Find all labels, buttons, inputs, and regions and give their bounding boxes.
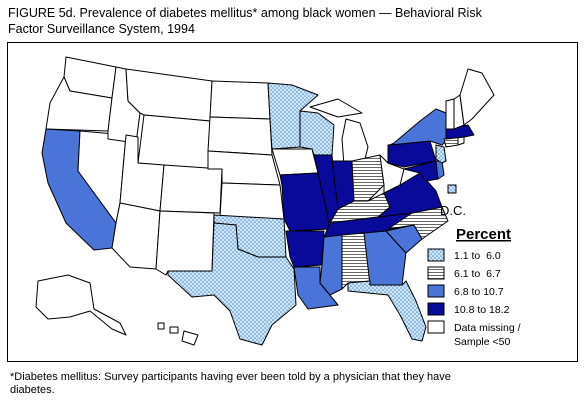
state-ND (209, 80, 271, 120)
legend-label-lines: 6.1 to 6.7 (454, 268, 501, 280)
state-RI (457, 136, 465, 146)
state-AK (35, 274, 127, 336)
state-SD (207, 116, 273, 156)
legend-label-light: 1.1 to 6.0 (454, 250, 501, 262)
map-frame: D.C. Percent 1.1 to 6.0 6.1 to 6.7 6.8 t… (7, 42, 578, 362)
state-VT (445, 98, 455, 130)
legend-title: Percent (456, 226, 511, 243)
footnote-line1: *Diabetes mellitus: Survey participants … (10, 371, 451, 383)
legend-item-light: 1.1 to 6.0 (427, 248, 501, 262)
legend-swatch-light (427, 248, 445, 262)
state-MI-up (309, 98, 363, 118)
state-MD (403, 160, 439, 182)
state-FL (347, 280, 427, 342)
legend-swatch-mid (427, 284, 445, 298)
legend-label-none-line1: Data missing / (454, 322, 521, 334)
state-NY (389, 108, 449, 146)
legend-item-mid: 6.8 to 10.7 (427, 284, 504, 298)
legend-item-dark: 10.8 to 18.2 (427, 302, 510, 316)
legend-label-none-line2: Sample <50 (454, 336, 510, 348)
figure-title-line2: Factor Surveillance System, 1994 (8, 22, 195, 36)
state-WI (299, 110, 335, 156)
legend-item-none: Data missing / Sample <50 (427, 320, 521, 348)
state-ME (459, 68, 495, 126)
state-HI (157, 322, 199, 346)
state-VA (377, 172, 443, 218)
legend-label-dark: 10.8 to 18.2 (454, 304, 510, 316)
state-TX (167, 222, 297, 346)
figure-title-line1: FIGURE 5d. Prevalence of diabetes mellit… (8, 6, 482, 20)
legend-swatch-lines (427, 266, 445, 280)
state-OH (351, 154, 385, 202)
us-choropleth-map: D.C. Percent 1.1 to 6.0 6.1 to 6.7 6.8 t… (35, 56, 521, 348)
dc-inset-label: D.C. (440, 203, 466, 218)
state-NM (155, 210, 215, 276)
state-IA (271, 148, 319, 176)
legend: Percent 1.1 to 6.0 6.1 to 6.7 6.8 to 10.… (427, 226, 521, 348)
state-GA (363, 230, 407, 286)
dc-inset-box (447, 184, 457, 194)
legend-item-lines: 6.1 to 6.7 (427, 266, 501, 280)
footnote: *Diabetes mellitus: Survey participants … (10, 371, 580, 397)
state-DE (435, 160, 445, 180)
state-WY (137, 114, 211, 170)
footnote-line2: diabetes. (10, 384, 55, 396)
legend-swatch-dark (427, 302, 445, 316)
state-AR (285, 230, 325, 268)
state-AZ (111, 202, 161, 270)
legend-label-mid: 6.8 to 10.7 (454, 286, 504, 298)
state-NJ (435, 144, 447, 164)
state-LA (293, 266, 339, 310)
state-MS (319, 234, 343, 296)
state-KS (219, 182, 285, 220)
legend-swatch-none (427, 320, 445, 334)
figure-title: FIGURE 5d. Prevalence of diabetes mellit… (8, 5, 578, 37)
state-CO (159, 164, 223, 214)
